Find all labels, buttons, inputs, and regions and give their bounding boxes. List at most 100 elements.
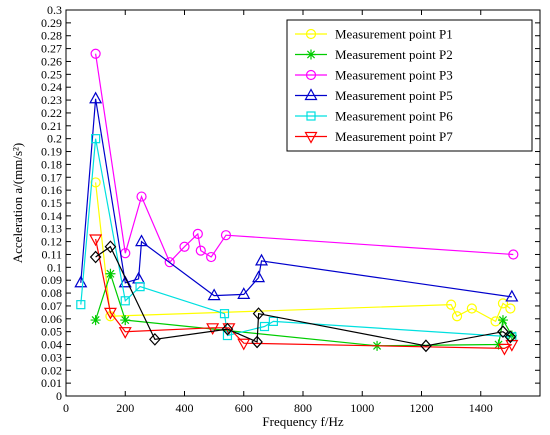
series-7 xyxy=(89,240,517,353)
data-point xyxy=(497,298,509,309)
y-tick-label: 0.18 xyxy=(41,157,62,171)
data-point xyxy=(120,315,131,326)
data-point xyxy=(268,316,278,326)
legend: Measurement point P1 Measurement point P2… xyxy=(286,19,533,152)
y-tick-label: 0.25 xyxy=(41,67,62,81)
x-tick-label: 0 xyxy=(63,401,69,415)
data-point xyxy=(195,245,206,256)
data-point xyxy=(207,288,221,301)
data-point xyxy=(219,309,230,319)
legend-item: Measurement point P6 xyxy=(295,109,453,124)
y-tick-label: 0.1 xyxy=(47,260,62,274)
data-point xyxy=(206,251,217,263)
x-tick-label: 400 xyxy=(176,401,194,415)
data-point xyxy=(164,257,175,268)
data-point xyxy=(136,191,147,202)
data-point xyxy=(446,299,457,310)
data-point xyxy=(118,275,132,288)
data-series xyxy=(74,48,519,356)
series-line xyxy=(95,245,511,347)
data-point xyxy=(120,296,130,306)
x-axis-title: Frequency f/Hz xyxy=(262,414,343,429)
y-tick-label: 0.23 xyxy=(41,93,62,107)
y-tick-label: 0.07 xyxy=(41,299,62,313)
x-tick-label: 1400 xyxy=(469,401,493,415)
series-line xyxy=(80,138,512,338)
y-tick-label: 0.19 xyxy=(41,145,62,159)
y-tick-label: 0.02 xyxy=(41,363,62,377)
legend-marker xyxy=(305,69,317,81)
y-tick-label: 0.12 xyxy=(41,235,62,249)
y-tick-label: 0.26 xyxy=(41,54,62,68)
data-point xyxy=(252,307,265,321)
legend-label: Measurement point P1 xyxy=(335,27,453,42)
y-tick-label: 0.03 xyxy=(41,350,62,364)
y-axis-title: Acceleration a/(mm/s²) xyxy=(10,143,25,264)
data-point xyxy=(497,343,511,356)
y-tick-label: 0.08 xyxy=(41,286,62,300)
y-tick-label: 0.15 xyxy=(41,196,62,210)
data-point xyxy=(221,322,234,336)
x-tick-label: 1200 xyxy=(410,401,434,415)
data-point xyxy=(149,332,161,346)
y-tick-label: 0.09 xyxy=(41,273,62,287)
data-point xyxy=(252,270,266,283)
data-point xyxy=(118,327,132,339)
data-point xyxy=(105,268,116,279)
legend-marker xyxy=(304,88,318,101)
data-point xyxy=(135,282,145,292)
y-tick-label: 0 xyxy=(56,389,62,403)
y-tick-label: 0.28 xyxy=(41,29,62,43)
x-tick-label: 1000 xyxy=(350,401,374,415)
data-point xyxy=(90,48,101,59)
y-tick-label: 0.29 xyxy=(41,16,62,30)
y-tick-label: 0.16 xyxy=(41,183,62,197)
legend-item: Measurement point P7 xyxy=(295,129,453,144)
data-point xyxy=(497,315,508,326)
data-point xyxy=(135,234,149,247)
legend-label: Measurement point P7 xyxy=(335,129,453,144)
y-tick-label: 0.22 xyxy=(41,106,62,120)
y-tick-label: 0.3 xyxy=(47,3,62,17)
data-point xyxy=(505,289,519,302)
legend-marker xyxy=(305,28,317,40)
y-tick-label: 0.24 xyxy=(41,80,62,94)
y-tick-label: 0.05 xyxy=(41,325,62,339)
legend-marker xyxy=(306,111,316,121)
legend-item: Measurement point P1 xyxy=(295,27,453,42)
series-line xyxy=(95,238,513,350)
data-point xyxy=(497,325,509,339)
x-tick-label: 800 xyxy=(294,401,312,415)
data-point xyxy=(251,335,263,349)
legend-item: Measurement point P2 xyxy=(295,47,453,62)
y-tick-label: 0.27 xyxy=(41,42,62,56)
y-tick-label: 0.21 xyxy=(41,119,62,133)
data-point xyxy=(89,234,103,247)
legend-marker xyxy=(304,131,318,144)
data-point xyxy=(420,339,432,353)
data-point xyxy=(103,307,117,320)
legend-label: Measurement point P5 xyxy=(335,88,453,103)
series-line xyxy=(95,182,511,323)
legend-item: Measurement point P5 xyxy=(295,88,453,103)
legend-box xyxy=(286,19,533,152)
data-point xyxy=(220,230,232,241)
legend-label: Measurement point P2 xyxy=(335,47,453,62)
data-point xyxy=(104,240,117,254)
y-tick-label: 0.04 xyxy=(41,338,62,352)
data-point xyxy=(179,241,190,252)
legend-item: Measurement point P3 xyxy=(295,68,453,83)
data-point xyxy=(508,249,519,260)
data-point xyxy=(89,250,102,264)
legend-marker xyxy=(306,49,316,60)
data-point xyxy=(74,275,88,288)
series-line xyxy=(95,53,514,264)
y-tick-label: 0.13 xyxy=(41,222,62,236)
y-tick-label: 0.2 xyxy=(47,132,62,146)
data-point xyxy=(91,134,101,144)
x-tick-label: 600 xyxy=(235,401,253,415)
data-point xyxy=(504,330,517,344)
data-point xyxy=(237,338,251,351)
axis-ticks: 0 200 400 600 800 1000 1200 140000.010.020.030.… xyxy=(41,3,540,415)
